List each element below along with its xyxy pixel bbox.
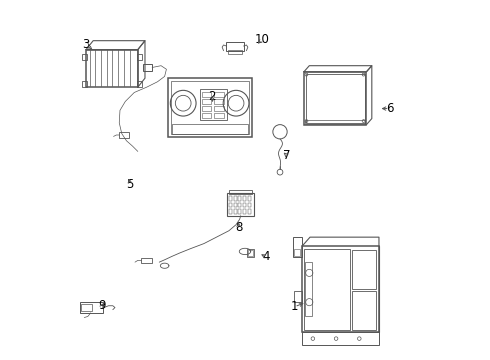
Bar (142, 258, 152, 263)
Bar (243, 203, 246, 207)
Bar (352, 250, 376, 289)
Bar (229, 203, 232, 207)
Bar (234, 209, 237, 213)
Bar (202, 99, 211, 104)
Bar (243, 197, 246, 201)
Bar (294, 292, 302, 302)
Bar (306, 73, 365, 123)
Bar (137, 81, 142, 87)
Bar (243, 209, 246, 213)
Bar (238, 203, 242, 207)
Bar (304, 249, 350, 330)
Bar (81, 303, 92, 311)
Bar (238, 209, 242, 213)
Bar (82, 81, 87, 87)
Bar (80, 302, 103, 313)
Bar (229, 190, 252, 194)
Bar (302, 246, 379, 332)
Bar (247, 197, 251, 201)
Bar (229, 197, 232, 201)
Bar (247, 209, 251, 213)
Bar (172, 123, 248, 134)
Bar (234, 197, 237, 201)
Text: 5: 5 (126, 178, 134, 191)
Bar (214, 92, 223, 97)
Bar (202, 106, 211, 111)
Bar (168, 78, 252, 137)
Bar (202, 113, 211, 118)
Bar (226, 42, 244, 51)
Bar (200, 89, 227, 120)
Bar (305, 262, 312, 316)
Bar (248, 250, 252, 256)
Bar (214, 99, 223, 104)
Text: 2: 2 (208, 90, 216, 103)
Text: 10: 10 (255, 33, 270, 46)
Bar (119, 132, 129, 138)
Bar (302, 332, 379, 345)
Bar (171, 81, 249, 134)
Bar (304, 72, 367, 125)
Bar (234, 203, 237, 207)
Text: 3: 3 (82, 39, 90, 51)
Bar (86, 50, 138, 87)
Text: 9: 9 (98, 299, 106, 312)
Bar (294, 249, 300, 256)
Text: 6: 6 (386, 102, 393, 115)
Bar (238, 197, 242, 201)
Text: 4: 4 (262, 250, 270, 263)
Bar (247, 203, 251, 207)
Bar (247, 249, 253, 257)
Text: 7: 7 (283, 149, 291, 162)
Bar (228, 50, 242, 54)
Bar (143, 64, 152, 71)
Text: 1: 1 (291, 300, 298, 313)
Text: 8: 8 (235, 221, 242, 234)
Bar (352, 292, 376, 330)
Bar (227, 193, 254, 216)
Bar (137, 54, 142, 60)
Bar (293, 237, 302, 257)
Bar (229, 209, 232, 213)
Bar (202, 92, 211, 97)
Bar (214, 113, 223, 118)
Bar (214, 106, 223, 111)
Bar (305, 120, 365, 124)
Bar (82, 54, 87, 60)
